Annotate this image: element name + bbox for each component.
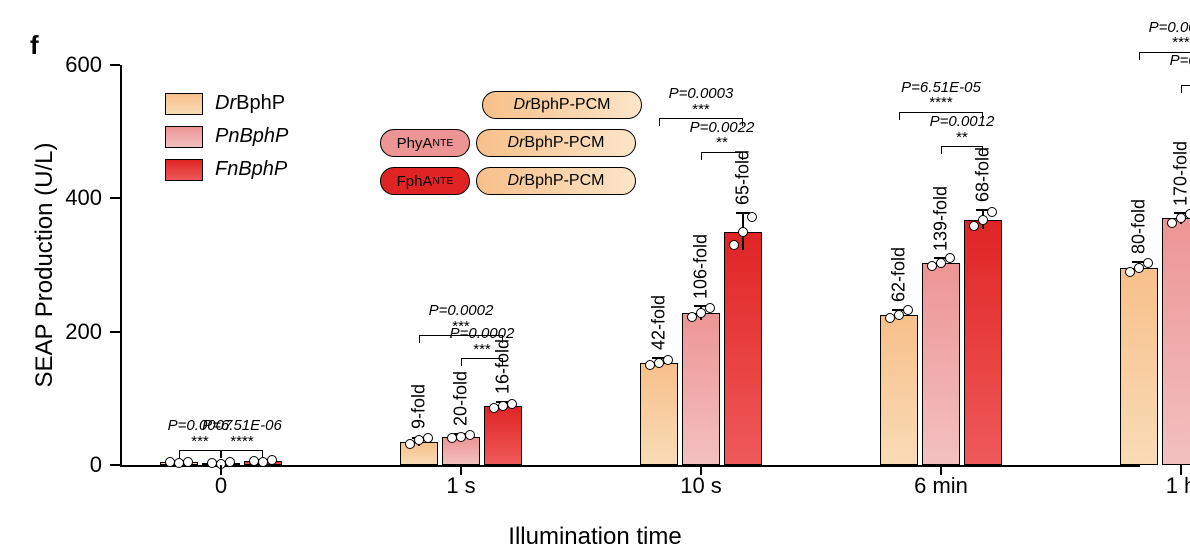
data-point — [987, 207, 997, 217]
bar-Dr — [1120, 268, 1158, 465]
data-point — [465, 430, 475, 440]
pcm-capsule: DrBphP-PCM — [482, 91, 642, 119]
significance-bracket — [419, 335, 503, 343]
legend-label: DrBphP — [215, 92, 285, 115]
data-point — [747, 212, 757, 222]
x-tick-label: 0 — [215, 473, 227, 499]
y-tick — [110, 197, 120, 199]
fold-label: 42-fold — [649, 295, 670, 350]
data-point — [267, 455, 277, 465]
significance-bracket — [461, 358, 503, 366]
data-point — [903, 305, 913, 315]
fold-label: 9-fold — [409, 384, 430, 429]
x-axis-title: Illumination time — [508, 523, 681, 551]
data-point — [663, 355, 673, 365]
legend-row-Dr: DrBphP — [165, 92, 288, 115]
significance-label: P=6.51E-06**** — [202, 418, 282, 450]
data-point — [1143, 258, 1153, 268]
fold-label: 80-fold — [1129, 199, 1150, 254]
significance-bracket — [1139, 52, 1190, 60]
bar-Pn — [1162, 218, 1190, 465]
data-point — [738, 227, 748, 237]
x-tick-label: 10 s — [680, 473, 722, 499]
significance-label: P=6.51E-05**** — [901, 80, 981, 112]
y-tick-label: 400 — [42, 185, 102, 211]
panel-label: f — [30, 30, 39, 61]
fold-label: 106-fold — [691, 234, 712, 299]
data-point — [225, 457, 235, 467]
data-point — [1185, 209, 1190, 219]
data-point — [945, 253, 955, 263]
figure-panel: f SEAP Production (U/L) 0P=0.0007***P=6.… — [0, 0, 1190, 559]
schematic-row: FphANTEDrBphP-PCM — [380, 166, 642, 196]
significance-bracket — [659, 118, 743, 126]
fold-label: 20-fold — [451, 371, 472, 426]
data-point — [969, 221, 979, 231]
bar-Dr — [640, 363, 678, 465]
data-point — [705, 303, 715, 313]
legend-swatch — [165, 126, 203, 148]
nte-capsule: FphANTE — [380, 167, 470, 195]
significance-label: P=0.0003*** — [669, 86, 734, 118]
bar-Fn — [724, 232, 762, 465]
bar-Pn — [682, 313, 720, 465]
significance-bracket — [221, 450, 263, 458]
y-axis-line — [120, 65, 122, 465]
data-point — [507, 399, 517, 409]
legend-swatch — [165, 93, 203, 115]
legend: DrBphP PnBphP FnBphP — [165, 92, 288, 191]
data-point — [729, 240, 739, 250]
legend-row-Fn: FnBphP — [165, 158, 288, 181]
y-tick-label: 0 — [42, 452, 102, 478]
x-tick-label: 1 h — [1166, 473, 1190, 499]
x-axis-line — [120, 465, 1140, 467]
schematic-row: PhyANTEDrBphP-PCM — [380, 128, 642, 158]
y-tick — [110, 331, 120, 333]
bar-Pn — [922, 263, 960, 465]
significance-label: P=0.0002*** — [429, 303, 494, 335]
construct-schematic: DrBphP-PCMPhyANTEDrBphP-PCMFphANTEDrBphP… — [380, 90, 642, 204]
y-tick — [110, 64, 120, 66]
significance-bracket — [1181, 85, 1190, 93]
y-tick-label: 200 — [42, 319, 102, 345]
pcm-capsule: DrBphP-PCM — [476, 129, 636, 157]
fold-label: 139-fold — [931, 186, 952, 251]
legend-label: FnBphP — [215, 158, 287, 181]
y-axis-title: SEAP Production (U/L) — [31, 142, 59, 387]
significance-bracket — [701, 152, 743, 160]
nte-capsule: PhyANTE — [380, 129, 470, 157]
y-tick — [110, 464, 120, 466]
legend-swatch — [165, 159, 203, 181]
fold-label: 170-fold — [1171, 141, 1190, 206]
significance-bracket — [899, 112, 983, 120]
bar-Fn — [484, 406, 522, 465]
x-tick-label: 1 s — [446, 473, 475, 499]
data-point — [423, 433, 433, 443]
fold-label: 68-fold — [973, 147, 994, 202]
significance-label: P=0.0001*** — [1149, 20, 1190, 52]
x-tick-label: 6 min — [914, 473, 968, 499]
data-point — [978, 215, 988, 225]
y-tick-label: 600 — [42, 52, 102, 78]
fold-label: 62-fold — [889, 247, 910, 302]
pcm-capsule: DrBphP-PCM — [476, 167, 636, 195]
legend-row-Pn: PnBphP — [165, 125, 288, 148]
legend-label: PnBphP — [215, 125, 288, 148]
bar-Fn — [964, 220, 1002, 465]
schematic-row: DrBphP-PCM — [380, 90, 642, 120]
significance-bracket — [179, 450, 221, 458]
bar-Dr — [880, 315, 918, 465]
significance-bracket — [941, 146, 983, 154]
